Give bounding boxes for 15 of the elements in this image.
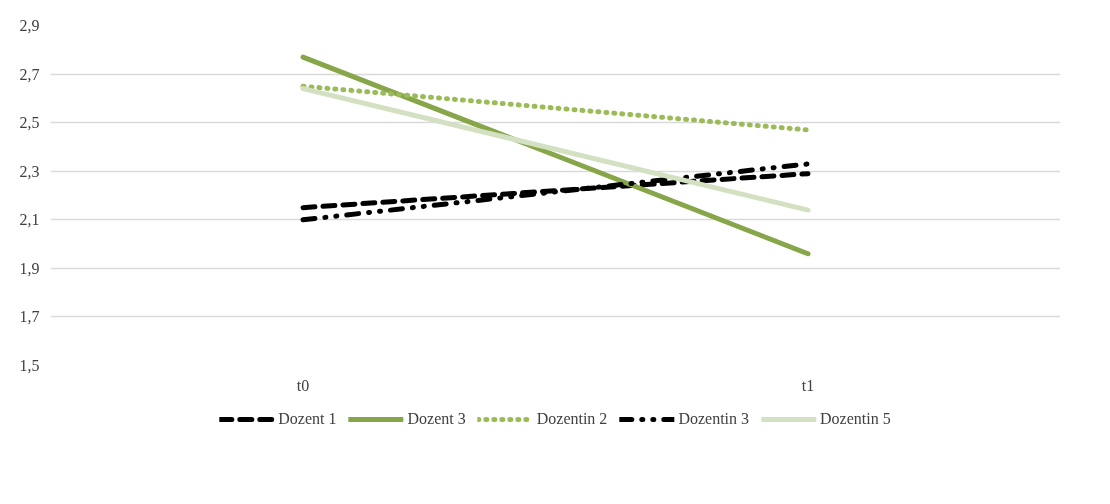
y-tick-label: 2,7	[19, 65, 40, 83]
y-tick-label: 2,9	[19, 17, 40, 34]
y-tick-label: 1,9	[19, 259, 40, 277]
legend-label: Dozent 1	[278, 409, 337, 428]
y-tick-label: 2,5	[19, 114, 40, 132]
x-tick-label: t1	[801, 376, 815, 394]
legend-label: Dozentin 2	[536, 409, 608, 428]
y-tick-label: 1,5	[19, 357, 40, 374]
legend-label: Dozentin 5	[820, 409, 891, 428]
y-tick-label: 1,7	[19, 308, 40, 326]
y-tick-label: 2,3	[19, 162, 40, 180]
x-tick-label: t0	[296, 376, 310, 394]
legend-label: Dozent 3	[407, 409, 466, 428]
y-tick-label: 2,1	[19, 211, 40, 229]
legend-label: Dozentin 3	[678, 409, 750, 428]
